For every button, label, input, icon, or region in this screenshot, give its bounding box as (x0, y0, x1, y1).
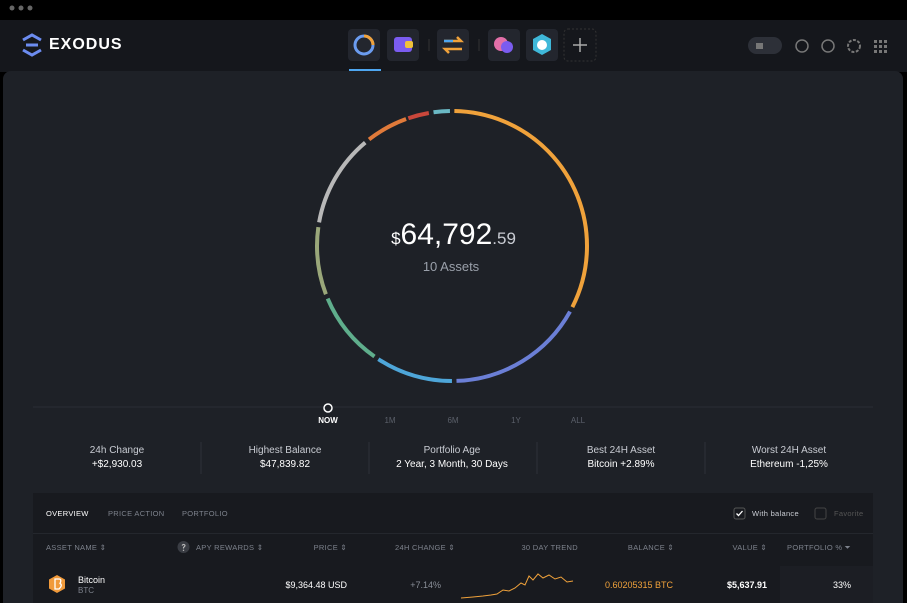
lock-toggle[interactable] (748, 37, 782, 54)
asset-count: 10 Assets (422, 259, 480, 274)
nav-exchange[interactable] (437, 29, 469, 61)
nav-portfolio[interactable] (348, 29, 380, 61)
app-name: EXODUS (49, 36, 123, 53)
settings-button[interactable] (847, 39, 861, 53)
column-header[interactable]: PRICE ⇕ (313, 543, 347, 552)
nav-icons (348, 28, 597, 71)
header: EXODUS (0, 20, 907, 72)
info-icon[interactable] (177, 540, 191, 554)
timeline-option[interactable]: 6M (447, 416, 459, 425)
balance-whole: 64,792 (400, 218, 493, 251)
table-tab[interactable]: OVERVIEW (46, 509, 89, 518)
column-header[interactable]: VALUE ⇕ (732, 543, 767, 552)
stat-value: 2 Year, 3 Month, 30 Days (396, 459, 508, 470)
timeline-option[interactable]: 1Y (511, 416, 521, 425)
menu-button[interactable] (874, 40, 887, 53)
timeline-option[interactable]: ALL (570, 416, 586, 425)
asset-value: $5,637.91 (726, 580, 767, 590)
asset-table (33, 493, 873, 603)
timeline-option[interactable]: 1M (384, 416, 396, 425)
balance: $64,792.59 (0, 218, 907, 252)
asset-price: $9,364.48 USD (285, 580, 347, 590)
donut-segment (315, 109, 589, 383)
stat-value: Ethereum -1,25% (750, 459, 828, 470)
bitcoin-icon (49, 575, 65, 593)
stat-label: Portfolio Age (423, 445, 481, 456)
asset-name[interactable]: Bitcoin (78, 575, 106, 585)
stat-label: Best 24H Asset (586, 445, 656, 456)
column-header[interactable]: APY REWARDS ⇕ (196, 543, 264, 552)
table-divider (33, 533, 873, 534)
stat-label: 24h Change (89, 445, 145, 456)
donut-segment (315, 109, 589, 383)
timeline-marker (323, 403, 333, 413)
history-button[interactable] (795, 39, 809, 53)
asset-portfolio-share: 33% (832, 580, 851, 590)
stat-value: +$2,930.03 (91, 459, 143, 470)
timeline-option[interactable]: NOW (318, 416, 338, 425)
value-highlight (780, 566, 873, 603)
help-button[interactable] (821, 39, 835, 53)
column-header[interactable]: 30 DAY TREND (521, 543, 578, 552)
column-header[interactable]: 24H CHANGE ⇕ (395, 543, 455, 552)
stat-dividers (200, 442, 706, 474)
stat-label: Worst 24H Asset (751, 445, 827, 456)
stat-label: Highest Balance (248, 445, 322, 456)
checkbox[interactable] (814, 507, 828, 521)
stat-value: Bitcoin +2.89% (587, 459, 655, 470)
header-tools (748, 37, 887, 54)
trend-sparkline (460, 573, 574, 599)
stat-value: $47,839.82 (259, 459, 311, 470)
table-tab[interactable]: PORTFOLIO (182, 509, 228, 518)
row-graphics (49, 573, 574, 599)
window-controls[interactable] (0, 0, 40, 20)
nav-add[interactable] (563, 28, 597, 62)
title-bar (0, 0, 907, 20)
column-header[interactable]: ASSET NAME ⇕ (46, 543, 107, 552)
column-header[interactable]: PORTFOLIO % ⏷ (787, 543, 851, 552)
balance-currency: $ (391, 229, 401, 248)
asset-balance: 0.60205315 BTC (604, 580, 673, 590)
filter-label[interactable]: Favorite (834, 509, 864, 518)
balance-cents: .59 (492, 229, 516, 248)
table-tab[interactable]: PRICE ACTION (108, 509, 165, 518)
checkbox-checked[interactable] (733, 507, 747, 521)
asset-ticker: BTC (78, 586, 94, 595)
logo-icon (22, 33, 42, 57)
asset-change: +7.14% (410, 580, 441, 590)
column-header[interactable]: BALANCE ⇕ (627, 543, 674, 552)
filter-label[interactable]: With balance (752, 509, 799, 518)
